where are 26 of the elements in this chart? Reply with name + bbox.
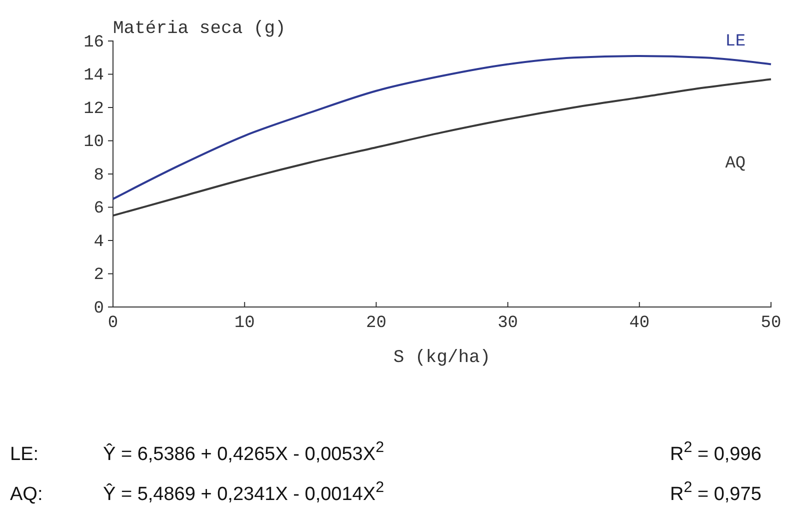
x-tick-label: 10 [234,314,255,334]
text: LE: [10,444,39,465]
x-tick-label: 0 [108,314,118,334]
y-tick-label: 0 [94,299,104,318]
x-tick-label: 50 [760,314,782,334]
y-tick-label: 14 [84,66,104,86]
y-tick-label: 12 [84,100,104,119]
y-tick-label: 2 [94,266,104,286]
line-series [112,54,772,200]
x-tick-label: 30 [498,314,518,334]
y-axis-title: Matéria seca (g) [113,19,286,39]
x-axis-title: S (kg/ha) [393,348,491,368]
y-tick-label: 8 [94,166,104,186]
text: Ŷ = 6,5386 + 0,4265X - 0,0053X$^{2}$ [103,438,384,465]
y-tick-label: 4 [94,232,104,252]
x-tick-label: 40 [629,314,650,334]
text: Ŷ = 5,4869 + 0,2341X - 0,0014X$^{2}$ [103,478,384,505]
text: AQ: [10,484,43,505]
text: AQ [725,154,746,174]
x-tick-label: 20 [366,314,386,334]
text: R$^{2}$ = 0,996 [670,438,762,465]
series-label: LE [725,32,746,52]
y-tick-label: 6 [94,200,104,219]
y-tick-label: 16 [84,33,104,52]
text: R$^{2}$ = 0,975 [670,478,762,505]
y-tick-label: 10 [84,133,104,152]
